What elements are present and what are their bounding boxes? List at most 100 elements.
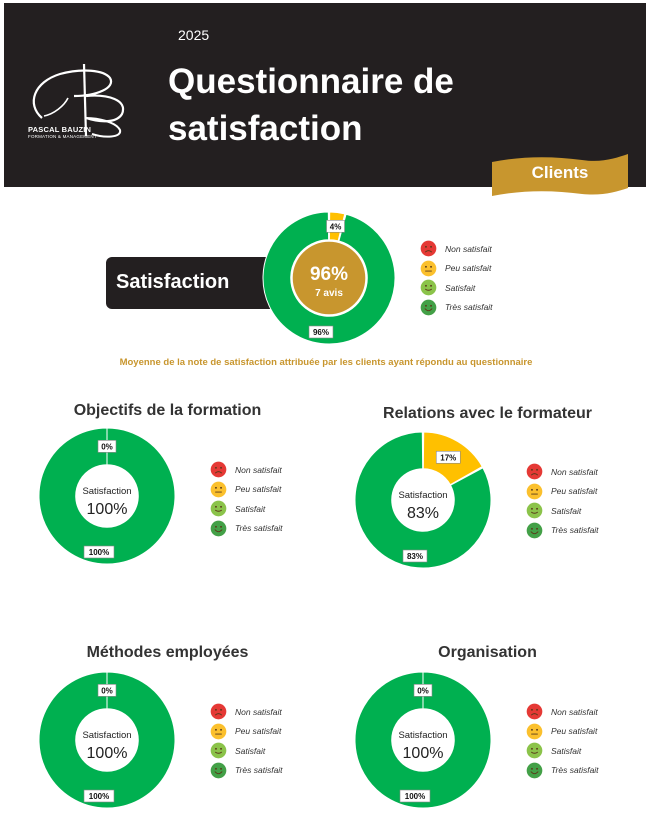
ribbon-label: Clients <box>531 163 589 182</box>
legend-label: Satisfait <box>445 282 476 293</box>
legend-item: Non satisfait <box>420 239 493 259</box>
slice-label-1: 100% <box>89 792 109 801</box>
legend-label: Peu satisfait <box>551 726 598 737</box>
brand-name: PASCAL BAUZIN <box>28 125 92 134</box>
legend-item: Très satisfait <box>420 298 493 318</box>
satisfaction-box <box>106 257 276 309</box>
slice-label-1-box <box>83 789 115 803</box>
legend-item: Satisfait <box>526 741 599 761</box>
page-title: Questionnaire de satisfaction <box>168 62 454 148</box>
smile-face-icon <box>210 742 227 759</box>
clients-ribbon <box>492 154 628 196</box>
header-banner <box>4 3 646 187</box>
smile-face-icon <box>526 742 543 759</box>
legend-item: Très satisfait <box>526 521 599 541</box>
sad-face-icon <box>526 463 543 480</box>
neutral-face-icon <box>210 723 227 740</box>
main-satisfaction-donut: 4% 96% 96% 7 avis <box>262 211 396 345</box>
legend-label: Satisfait <box>235 503 266 514</box>
smile-face-icon <box>210 500 227 517</box>
objectifs-donut: 0% 100% Satisfaction 100% <box>38 427 176 565</box>
legend-label: Non satisfait <box>235 464 282 475</box>
legend-item: Non satisfait <box>210 460 283 480</box>
legend-label: Satisfait <box>235 745 266 756</box>
section-title-methodes: Méthodes employées <box>86 644 249 661</box>
legend-label: Très satisfait <box>235 765 283 776</box>
organisation-legend: Non satisfait Peu satisfait Satisfait Très … <box>526 702 599 780</box>
smile-face-icon <box>526 502 543 519</box>
brand-logo-icon <box>32 63 125 138</box>
sad-face-icon <box>420 240 437 257</box>
slice-label-1: 100% <box>405 792 425 801</box>
center-value: 100% <box>87 501 128 518</box>
donut-slice-1 <box>354 671 492 809</box>
slice-label-0: 17% <box>440 453 456 462</box>
legend-label: Très satisfait <box>551 765 599 776</box>
center-label: Satisfaction <box>82 486 131 497</box>
satisfaction-box-label: Satisfaction <box>116 271 230 293</box>
slice-label-0: 4% <box>330 222 342 231</box>
slice-label-0: 0% <box>417 687 429 696</box>
section-title-objectifs: Objectifs de la formation <box>73 402 262 419</box>
brand-subtitle: FORMATION & MANAGEMENT <box>28 134 97 139</box>
slice-label-0: 0% <box>101 443 113 452</box>
legend-item: Peu satisfait <box>526 482 599 502</box>
objectifs-legend: Non satisfait Peu satisfait Satisfait Très … <box>210 460 283 538</box>
legend-label: Très satisfait <box>445 302 493 313</box>
happy-face-icon <box>210 520 227 537</box>
slice-label-1-box <box>83 545 115 559</box>
slice-label-0: 0% <box>101 687 113 696</box>
section-title-relations: Relations avec le formateur <box>383 405 592 422</box>
legend-label: Très satisfait <box>551 525 599 536</box>
year-label: 2025 <box>178 27 210 43</box>
donut-slice-1 <box>38 671 176 809</box>
slice-label-0-box <box>413 684 433 697</box>
legend-item: Peu satisfait <box>420 259 493 279</box>
legend-label: Peu satisfait <box>551 486 598 497</box>
legend-item: Peu satisfait <box>210 722 283 742</box>
center-value: 100% <box>403 745 444 762</box>
slice-label-1: 83% <box>407 552 423 561</box>
slice-label-0-box <box>97 440 117 453</box>
sad-face-icon <box>526 703 543 720</box>
organisation-donut: 0% 100% Satisfaction 100% <box>354 671 492 809</box>
center-label: Satisfaction <box>82 730 131 741</box>
donut-slice-1 <box>262 211 396 345</box>
methodes-legend: Non satisfait Peu satisfait Satisfait Très … <box>210 702 283 780</box>
legend-item: Satisfait <box>210 499 283 519</box>
happy-face-icon <box>210 762 227 779</box>
slice-label-1-box <box>308 325 334 339</box>
legend-item: Très satisfait <box>526 761 599 781</box>
legend-item: Peu satisfait <box>526 722 599 742</box>
donut-slice-1 <box>354 431 492 569</box>
sad-face-icon <box>210 703 227 720</box>
legend-item: Très satisfait <box>210 519 283 539</box>
legend-item: Peu satisfait <box>210 480 283 500</box>
legend-item: Satisfait <box>210 741 283 761</box>
slice-label-0-box <box>326 219 345 233</box>
legend-label: Satisfait <box>551 745 582 756</box>
center-label: Satisfaction <box>398 490 447 501</box>
legend-label: Peu satisfait <box>235 726 282 737</box>
legend-item: Très satisfait <box>210 761 283 781</box>
neutral-face-icon <box>420 260 437 277</box>
legend-label: Non satisfait <box>551 466 598 477</box>
relations-donut: 17% 83% Satisfaction 83% <box>354 431 492 569</box>
legend-item: Satisfait <box>526 501 599 521</box>
slice-label-1: 100% <box>89 548 109 557</box>
neutral-face-icon <box>526 483 543 500</box>
legend-item: Non satisfait <box>210 702 283 722</box>
satisfaction-note: Moyenne de la note de satisfaction attri… <box>119 357 533 368</box>
donut-slice-1 <box>38 427 176 565</box>
slice-label-1: 96% <box>313 328 329 337</box>
neutral-face-icon <box>210 481 227 498</box>
neutral-face-icon <box>526 723 543 740</box>
slice-label-1-box <box>402 549 428 563</box>
smile-face-icon <box>420 279 437 296</box>
relations-legend: Non satisfait Peu satisfait Satisfait Très … <box>526 462 599 540</box>
legend-label: Très satisfait <box>235 523 283 534</box>
slice-label-0-box <box>435 450 461 464</box>
legend-label: Satisfait <box>551 505 582 516</box>
slice-label-1-box <box>399 789 431 803</box>
legend-label: Peu satisfait <box>235 484 282 495</box>
